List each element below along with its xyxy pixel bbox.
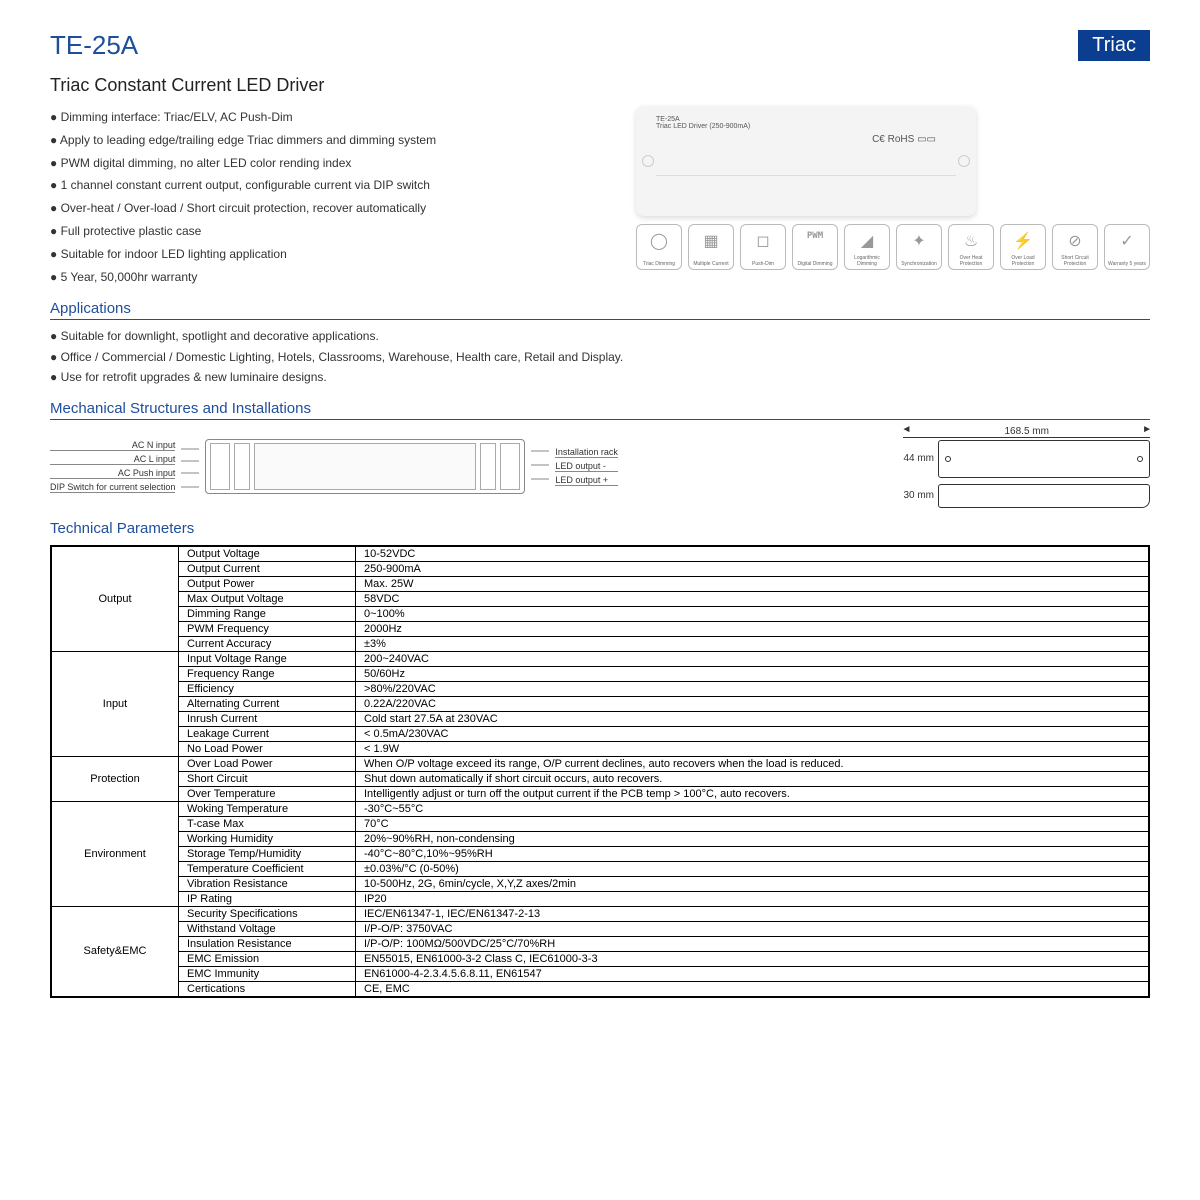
table-row: EnvironmentWoking Temperature-30°C~55°C [51,801,1149,816]
feature-icon: ◻Push-Dim [740,224,786,270]
table-row: Working Humidity20%~90%RH, non-condensin… [51,831,1149,846]
feature-item: PWM digital dimming, no alter LED color … [50,152,616,175]
table-row: Storage Temp/Humidity-40°C~80°C,10%~95%R… [51,846,1149,861]
section-technical: Technical Parameters [50,520,1150,539]
feature-item: Over-heat / Over-load / Short circuit pr… [50,197,616,220]
table-row: ProtectionOver Load PowerWhen O/P voltag… [51,756,1149,771]
product-photo: TE-25A Triac LED Driver (250-900mA) C€ R… [636,106,976,216]
table-row: PWM Frequency2000Hz [51,621,1149,636]
application-item: Use for retrofit upgrades & new luminair… [50,367,1150,387]
feature-icon: ◢Logarithmic Dimming [844,224,890,270]
table-row: Withstand VoltageI/P-O/P: 3750VAC [51,921,1149,936]
feature-item: Suitable for indoor LED lighting applica… [50,243,616,266]
table-row: Output PowerMax. 25W [51,576,1149,591]
section-applications: Applications [50,300,1150,320]
technical-parameters-table: OutputOutput Voltage10-52VDCOutput Curre… [50,545,1150,998]
section-mechanical: Mechanical Structures and Installations [50,400,1150,420]
feature-item: Full protective plastic case [50,220,616,243]
table-row: Output Current250-900mA [51,561,1149,576]
table-row: Frequency Range50/60Hz [51,666,1149,681]
feature-list: Dimming interface: Triac/ELV, AC Push-Di… [50,106,616,288]
table-row: Alternating Current0.22A/220VAC [51,696,1149,711]
table-row: EMC ImmunityEN61000-4-2.3.4.5.6.8.11, EN… [51,966,1149,981]
table-row: EMC EmissionEN55015, EN61000-3-2 Class C… [51,951,1149,966]
table-row: T-case Max70°C [51,816,1149,831]
table-row: Over TemperatureIntelligently adjust or … [51,786,1149,801]
feature-item: 5 Year, 50,000hr warranty [50,266,616,289]
table-row: IP RatingIP20 [51,891,1149,906]
model-number: TE-25A [50,30,138,61]
application-item: Office / Commercial / Domestic Lighting,… [50,347,1150,367]
table-row: Efficiency>80%/220VAC [51,681,1149,696]
table-row: Inrush CurrentCold start 27.5A at 230VAC [51,711,1149,726]
feature-icon: ✦Synchronization [896,224,942,270]
table-row: Max Output Voltage58VDC [51,591,1149,606]
table-row: Vibration Resistance10-500Hz, 2G, 6min/c… [51,876,1149,891]
mechanical-diagram: AC N inputAC L inputAC Push inputDIP Swi… [50,426,1150,508]
category-badge: Triac [1078,30,1150,61]
feature-icons-row: ◯Triac Dimming▦Multiple Current◻Push-Dim… [636,224,1150,270]
table-row: Leakage Current< 0.5mA/230VAC [51,726,1149,741]
table-row: OutputOutput Voltage10-52VDC [51,546,1149,562]
table-row: Insulation ResistanceI/P-O/P: 100MΩ/500V… [51,936,1149,951]
page-subtitle: Triac Constant Current LED Driver [50,75,1150,96]
feature-item: 1 channel constant current output, confi… [50,174,616,197]
feature-item: Dimming interface: Triac/ELV, AC Push-Di… [50,106,616,129]
table-row: InputInput Voltage Range200~240VAC [51,651,1149,666]
table-row: Temperature Coefficient±0.03%/°C (0-50%) [51,861,1149,876]
table-row: Short CircuitShut down automatically if … [51,771,1149,786]
feature-icon: ⚡Over Load Protection [1000,224,1046,270]
feature-icon: ◯Triac Dimming [636,224,682,270]
feature-icon: ♨Over Heat Protection [948,224,994,270]
table-row: Safety&EMCSecurity SpecificationsIEC/EN6… [51,906,1149,921]
table-row: CerticationsCE, EMC [51,981,1149,997]
feature-icon: ⊘Short Circuit Protection [1052,224,1098,270]
feature-icon: ✓Warranty 5 years [1104,224,1150,270]
applications-list: Suitable for downlight, spotlight and de… [50,326,1150,387]
table-row: Current Accuracy±3% [51,636,1149,651]
table-row: No Load Power< 1.9W [51,741,1149,756]
feature-icon: PWMDigital Dimming [792,224,838,270]
table-row: Dimming Range0~100% [51,606,1149,621]
feature-icon: ▦Multiple Current [688,224,734,270]
application-item: Suitable for downlight, spotlight and de… [50,326,1150,346]
feature-item: Apply to leading edge/trailing edge Tria… [50,129,616,152]
